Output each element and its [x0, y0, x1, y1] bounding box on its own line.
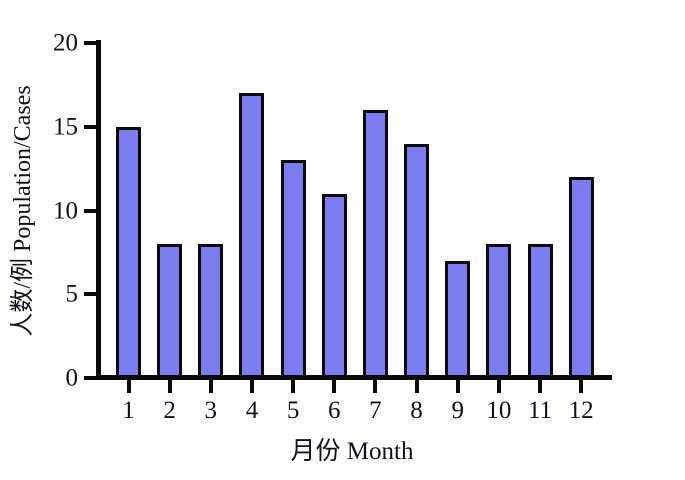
x-tick-label: 9	[451, 397, 464, 424]
x-tick-label: 11	[527, 397, 553, 424]
y-tick	[84, 124, 96, 129]
y-tick-label: 20	[53, 29, 78, 57]
x-tick	[249, 380, 254, 393]
bar-month-4	[239, 93, 265, 378]
x-tick-label: 6	[328, 397, 341, 424]
bar-month-1	[116, 126, 141, 378]
x-tick	[208, 380, 213, 393]
y-tick-label: 5	[65, 280, 79, 308]
bar-month-2	[157, 244, 183, 378]
x-tick-label: 5	[286, 397, 300, 424]
y-tick	[84, 376, 96, 380]
x-tick	[538, 380, 542, 393]
x-tick-label: 12	[568, 397, 594, 424]
x-tick-label: 8	[410, 397, 423, 424]
x-tick	[167, 380, 172, 393]
y-tick	[84, 208, 96, 213]
x-tick-label: 7	[369, 397, 382, 424]
bar-month-9	[445, 260, 471, 378]
x-tick	[496, 380, 501, 393]
x-tick-label: 10	[486, 397, 512, 424]
y-tick-label: 15	[53, 113, 78, 141]
x-axis-line	[96, 375, 612, 380]
bar-month-11	[527, 244, 553, 378]
bar-month-8	[404, 143, 430, 378]
x-tick	[414, 380, 419, 393]
bar-month-6	[321, 193, 347, 378]
bar-month-10	[486, 244, 512, 378]
x-tick	[126, 380, 131, 393]
x-tick-label: 1	[122, 397, 135, 424]
y-axis-line	[96, 40, 101, 380]
x-tick	[455, 380, 460, 393]
x-tick	[291, 380, 296, 393]
x-tick-label: 3	[204, 397, 218, 424]
x-tick	[579, 380, 584, 393]
x-tick-label: 4	[245, 397, 259, 424]
bar-month-12	[568, 177, 594, 378]
bar-month-3	[198, 244, 224, 378]
x-tick	[332, 380, 337, 393]
x-axis-title: 月份 Month	[290, 438, 414, 465]
y-tick	[84, 41, 96, 45]
y-tick-label: 10	[53, 197, 78, 224]
bar-month-5	[280, 160, 306, 378]
bar-month-7	[362, 110, 388, 378]
y-tick	[84, 292, 96, 297]
y-tick-label: 0	[65, 364, 79, 392]
x-tick-label: 2	[163, 397, 176, 424]
x-tick	[373, 380, 378, 393]
